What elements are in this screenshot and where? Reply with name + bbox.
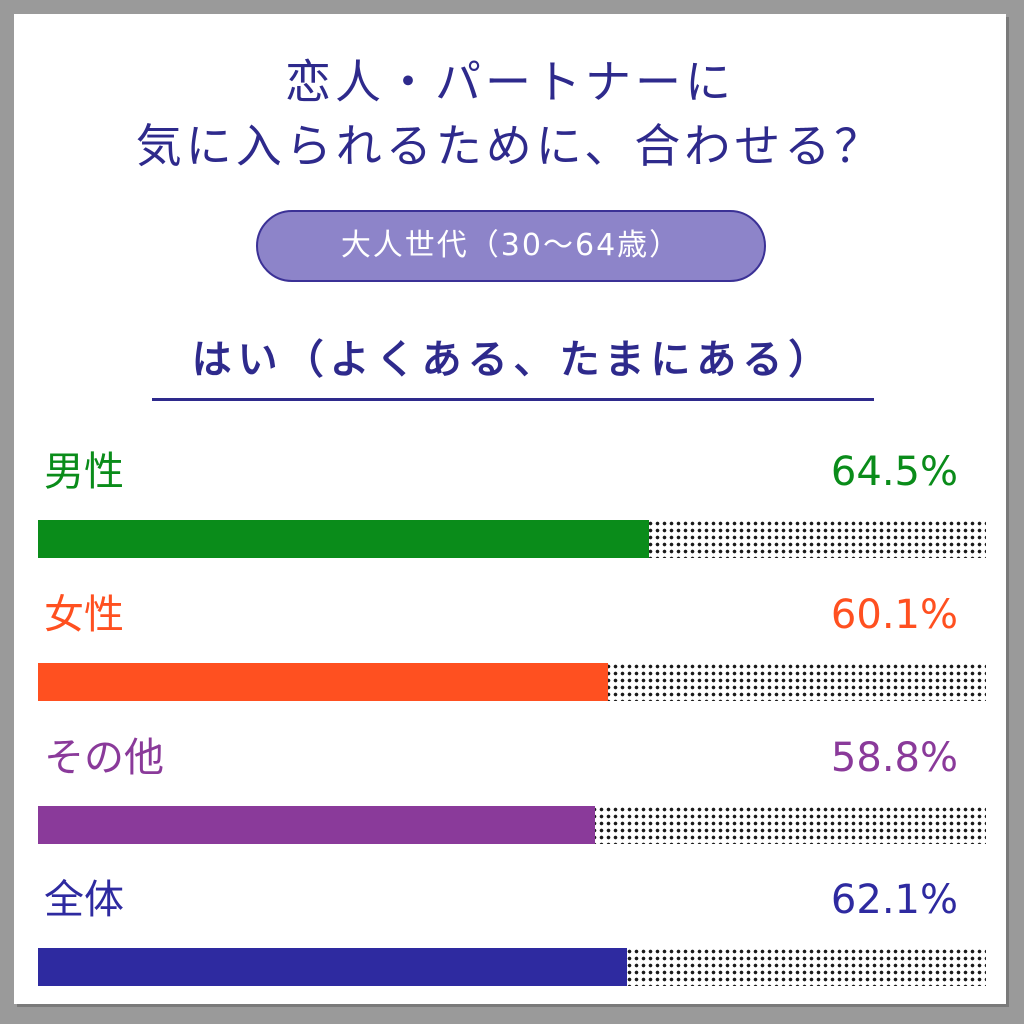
value-label: 60.1% <box>830 592 958 638</box>
bar-track <box>38 948 986 986</box>
value-label: 58.8% <box>830 735 958 781</box>
bar <box>38 806 595 844</box>
age-group-badge: 大人世代（30〜64歳） <box>256 210 766 282</box>
value-label: 62.1% <box>830 877 958 923</box>
chart-title-line-2: 気に入られるために、合わせる？ <box>135 119 885 173</box>
chart-title-line-1: 恋人・パートナーに <box>285 55 735 109</box>
bar-row: 男性 64.5% <box>38 444 988 564</box>
category-label: 男性 <box>44 449 124 495</box>
bar-track <box>38 520 986 558</box>
bar <box>38 948 627 986</box>
chart-card: 恋人・パートナーに 気に入られるために、合わせる？ 大人世代（30〜64歳） は… <box>14 14 1006 1004</box>
bar-row: その他 58.8% <box>38 730 988 850</box>
bar-row: 女性 60.1% <box>38 587 988 707</box>
bar-track <box>38 806 986 844</box>
bar <box>38 520 649 558</box>
chart-title: 恋人・パートナーに 気に入られるために、合わせる？ <box>14 50 1006 178</box>
bar-row: 全体 62.1% <box>38 872 988 992</box>
category-label: その他 <box>44 735 164 781</box>
category-label: 女性 <box>44 592 124 638</box>
bar-track <box>38 663 986 701</box>
series-heading: はい（よくある、たまにある） <box>152 332 874 401</box>
value-label: 64.5% <box>830 449 958 495</box>
category-label: 全体 <box>44 877 124 923</box>
bar <box>38 663 608 701</box>
